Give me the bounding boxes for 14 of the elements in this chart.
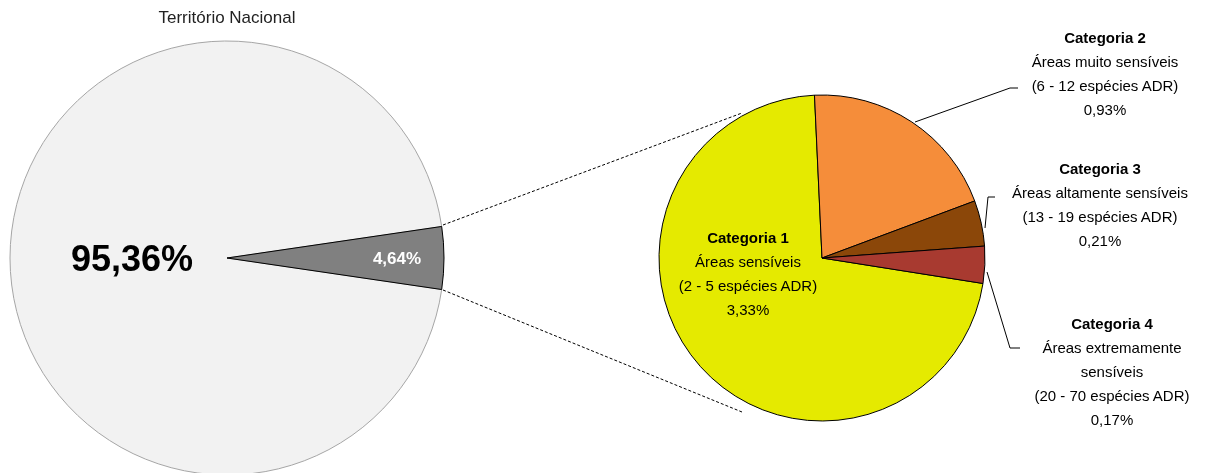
slice-label: Categoria 2 Áreas muito sensíveis (6 - 12 espécies ADR)	[1031, 28, 1179, 94]
data-label: 0,93%	[1083, 100, 1127, 118]
data-label: 4,64%	[372, 248, 422, 268]
data-label: 95,36%	[70, 237, 194, 279]
slice-label: Categoria 3 Áreas altamente sensíveis (13 - 19 espécies ADR)	[1012, 159, 1188, 225]
data-label: 0,17%	[1090, 410, 1134, 428]
pie-slice	[658, 94, 984, 422]
slice-label: Categoria 1 Áreas sensíveis (2 - 5 espécies ADR)	[678, 228, 818, 294]
pie-slice	[226, 225, 445, 291]
data-label: 0,21%	[1078, 231, 1122, 249]
data-label: 3,33%	[726, 300, 770, 318]
pie-slice	[9, 40, 443, 473]
chart-title: Território Nacional	[157, 8, 297, 28]
slice-label: Categoria 4 Áreas extremamente sensíveis (20 - 70 espécies ADR)	[1034, 314, 1190, 404]
